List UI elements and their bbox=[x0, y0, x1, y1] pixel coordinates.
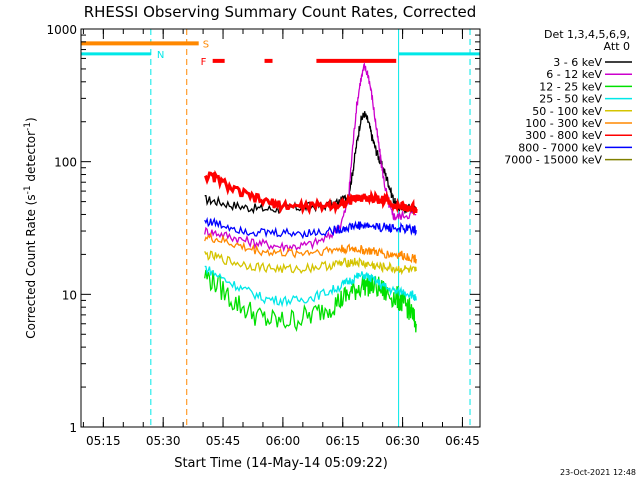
series-line bbox=[204, 111, 417, 215]
series-line bbox=[204, 265, 417, 308]
legend-entry-label: 25 - 50 keV bbox=[539, 93, 602, 106]
y-axis-label-main: Corrected Count Rate (s bbox=[24, 194, 38, 338]
legend-entry-label: 6 - 12 keV bbox=[546, 68, 602, 81]
x-axis-label: Start Time (14-May-14 05:09:22) bbox=[174, 456, 388, 471]
y-tick-label: 10 bbox=[62, 288, 77, 302]
legend-entry-label: 800 - 7000 keV bbox=[518, 141, 602, 154]
series-line bbox=[204, 250, 417, 276]
data-series bbox=[203, 62, 418, 333]
series-line bbox=[204, 231, 417, 264]
x-tick-label: 05:30 bbox=[146, 434, 181, 448]
legend-entry-label: 12 - 25 keV bbox=[539, 80, 602, 93]
x-tick-label: 06:45 bbox=[445, 434, 480, 448]
x-tick-label: 06:00 bbox=[266, 434, 301, 448]
y-tick-label: 100 bbox=[54, 156, 77, 170]
legend-entry-label: 7000 - 15000 keV bbox=[504, 154, 602, 167]
y-axis-label-exp2: -1 bbox=[23, 122, 33, 131]
series-line bbox=[204, 216, 417, 240]
night-bar-label: N bbox=[157, 50, 164, 61]
y-tick-label: 1000 bbox=[46, 23, 77, 37]
series-line bbox=[203, 169, 418, 216]
legend-entry-label: 3 - 6 keV bbox=[553, 56, 602, 69]
timestamp: 23-Oct-2021 12:48 bbox=[560, 468, 636, 477]
event-markers: S N F bbox=[81, 29, 480, 427]
x-tick-label: 06:15 bbox=[325, 434, 360, 448]
legend-header-line2: Att 0 bbox=[604, 40, 630, 53]
plot-frame bbox=[80, 28, 481, 428]
axes-ticks: 05:15 05:30 05:45 06:00 06:15 06:30 06:45 1 10 10… bbox=[46, 23, 480, 448]
legend-entry-label: 100 - 300 keV bbox=[525, 117, 602, 130]
y-axis-label-exp1: -1 bbox=[23, 185, 33, 194]
legend-entry-label: 300 - 800 keV bbox=[525, 129, 602, 142]
chart-title: RHESSI Observing Summary Count Rates, Co… bbox=[84, 3, 477, 21]
attenuator-bar-label: S bbox=[203, 39, 209, 50]
legend-header-line1: Det 1,3,4,5,6,9, bbox=[544, 28, 630, 41]
y-axis-label: Corrected Count Rate (s-1 detector-1) bbox=[23, 117, 38, 338]
x-tick-label: 05:15 bbox=[86, 434, 121, 448]
x-tick-label: 06:30 bbox=[385, 434, 420, 448]
flare-bar-label: F bbox=[201, 57, 207, 68]
x-tick-label: 05:45 bbox=[206, 434, 241, 448]
legend-entry-label: 50 - 100 keV bbox=[532, 105, 602, 118]
y-tick-label: 1 bbox=[69, 421, 77, 435]
y-axis-label-end: ) bbox=[24, 117, 38, 122]
y-axis-label-mid: detector bbox=[24, 131, 38, 186]
